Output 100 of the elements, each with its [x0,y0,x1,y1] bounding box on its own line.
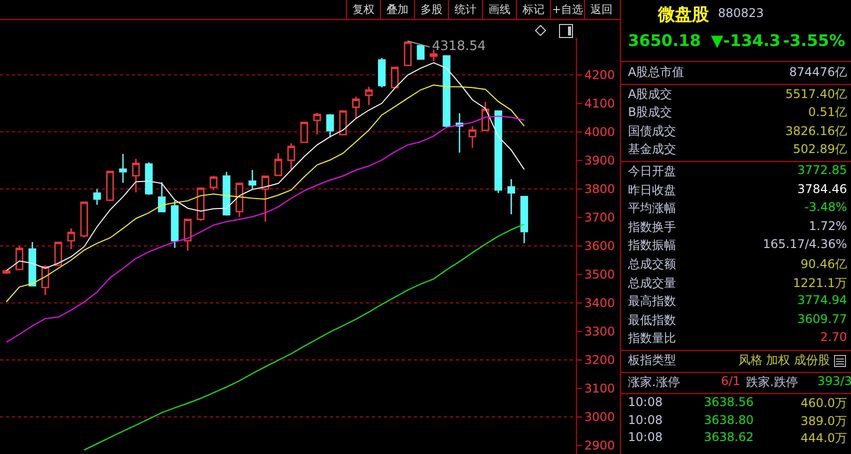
candlestick [16,245,24,270]
text: 最高指数 [628,293,676,310]
text: 10:08 [628,430,663,444]
candlestick [456,112,464,154]
y-tick-label: 3000 [584,410,615,424]
text: 指数量比 [628,330,676,348]
candlestick [468,126,476,148]
text: 平均涨幅 [628,200,676,218]
text: 3638.56 [704,395,754,410]
text: 画线 [482,0,516,19]
text: 444.0万 [800,430,847,448]
text: 10:08 [628,395,663,410]
text: 跌家.跌停 [746,374,798,391]
candlestick [482,101,490,132]
text: 风格 加权 成份股 [738,352,830,369]
candlestick [248,169,256,190]
candlestick [28,242,36,286]
candlestick [106,170,114,201]
text: 3650.18 [628,31,701,50]
line-series [6,116,525,343]
text: 复权 [346,0,380,19]
text: 1221.1万 [793,274,847,292]
text: 最低指数 [628,312,676,329]
candlestick [339,110,347,136]
candlestick [313,112,321,136]
text: 统计 [448,0,482,19]
text: 3774.94 [797,293,847,308]
text: 502.89亿 [793,141,847,158]
text: 6/1 [721,374,740,388]
text: 返回 [584,0,618,19]
y-tick-label: 3500 [584,268,615,282]
y-tick-label: 4200 [584,68,615,82]
y-tick-label: 3400 [584,296,615,310]
text: 874476亿 [789,64,847,81]
text: 880823 [718,6,764,20]
candlestick [80,202,88,238]
candlestick [132,158,140,193]
text: 393/3 [817,374,851,388]
candlestick [184,218,192,252]
y-tick-label: 3900 [584,154,615,168]
text: 5517.40亿 [785,86,847,103]
text: 今日开盘 [628,163,676,180]
text: 3826.16亿 [785,122,847,140]
y-tick-label: 4100 [584,96,615,110]
text: -3.48% [804,200,847,214]
text: 3772.85 [797,163,847,177]
text: 总成交额 [628,256,676,273]
text: 3784.46 [797,182,847,196]
candlestick [300,122,308,144]
text: 多股 [414,0,448,19]
text: 指数换手 [628,218,676,236]
candlestick [210,175,218,191]
text: 90.46亿 [800,256,847,273]
candlestick [196,188,204,222]
text: 叠加 [380,0,414,19]
candlestick [93,188,101,206]
text: ▼-134.3 [711,31,781,50]
candlestick [430,49,438,62]
line-series [6,62,525,272]
text: 3638.62 [704,430,754,444]
candlestick [365,86,373,106]
candlestick [390,66,399,88]
candlestick [41,264,50,296]
y-tick-label: 3300 [584,324,615,339]
candlestick [67,228,76,250]
candlestick [287,142,296,170]
text: 460.0万 [800,395,847,412]
text: -3.55% [783,31,846,50]
y-tick-label: 2900 [584,438,615,453]
candlestick [222,171,230,216]
candlestick [507,178,516,215]
y-tick-label: 3100 [584,382,615,396]
candlestick [236,182,244,218]
y-tick-label: 3600 [584,239,615,254]
text: 0.51亿 [808,104,847,122]
text: 1.72% [808,218,847,233]
candlestick [378,57,386,88]
candlestick [119,153,127,184]
text: 涨家.涨停 [628,374,680,391]
text: 10:08 [628,412,663,427]
y-tick-label: 3700 [584,210,615,225]
candlestick [170,200,179,248]
candlestick [158,182,166,212]
text: 389.0万 [800,412,847,430]
candlestick [442,55,450,128]
text: 总成交量 [628,274,676,292]
candlestick [404,40,412,67]
text: +自选 [550,0,584,19]
text: 165.17/4.36% [762,237,847,252]
y-tick-label: 3800 [584,182,615,196]
candlestick [352,96,360,120]
text: 指数振幅 [628,237,676,254]
candlestick [494,110,502,194]
line-series [6,84,525,302]
text: B股成交 [628,104,672,122]
candlestick [416,45,424,60]
text: 3638.80 [704,412,754,427]
candlestick [262,176,270,222]
text: A股总市值 [628,64,684,81]
text: 微盘股 [658,4,709,26]
